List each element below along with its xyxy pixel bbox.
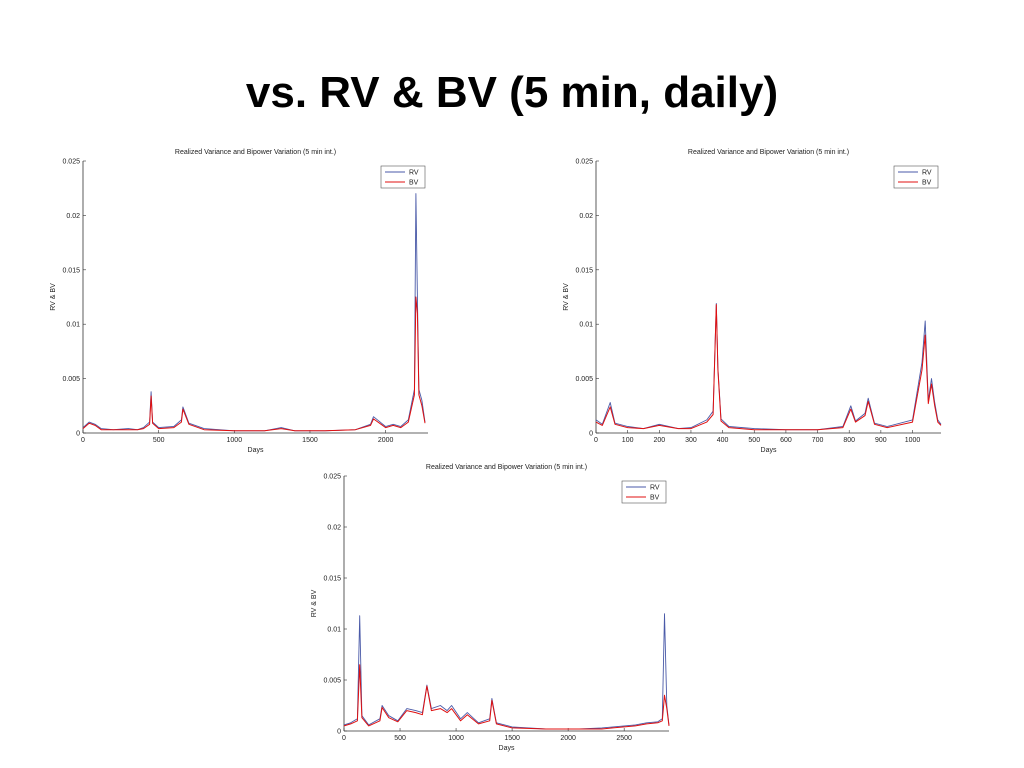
- y-axis-label: RV & BV: [50, 283, 57, 311]
- x-tick-label: 2000: [560, 735, 576, 742]
- legend-label: RV: [650, 485, 660, 492]
- y-tick-label: 0.01: [579, 322, 593, 329]
- x-tick-label: 300: [685, 437, 697, 444]
- x-tick-label: 1000: [448, 735, 464, 742]
- y-tick-label: 0.005: [62, 376, 80, 383]
- plot-area: [344, 476, 669, 731]
- legend-label: BV: [922, 180, 932, 187]
- legend-label: BV: [409, 180, 419, 187]
- y-tick-label: 0.005: [575, 376, 593, 383]
- x-axis-label: Days: [248, 447, 264, 454]
- x-tick-label: 500: [394, 735, 406, 742]
- x-tick-label: 600: [780, 437, 792, 444]
- y-tick-label: 0.015: [62, 267, 80, 274]
- y-tick-label: 0: [76, 431, 80, 438]
- slide-title: vs. RV & BV (5 min, daily): [245, 68, 779, 117]
- x-tick-label: 1000: [227, 437, 243, 444]
- legend-label: BV: [650, 495, 660, 502]
- y-tick-label: 0: [337, 729, 341, 736]
- y-tick-label: 0.015: [323, 576, 341, 583]
- x-tick-label: 1000: [905, 437, 921, 444]
- y-tick-label: 0.015: [575, 267, 593, 274]
- legend-label: RV: [922, 170, 932, 177]
- x-tick-label: 800: [843, 437, 855, 444]
- legend-label: RV: [409, 170, 419, 177]
- y-tick-label: 0.01: [66, 322, 80, 329]
- x-tick-label: 200: [653, 437, 665, 444]
- plot-area: [83, 161, 428, 433]
- y-tick-label: 0.02: [327, 525, 341, 532]
- x-tick-label: 400: [717, 437, 729, 444]
- x-axis-label: Days: [499, 745, 515, 752]
- x-tick-label: 2500: [616, 735, 632, 742]
- x-tick-label: 2000: [378, 437, 394, 444]
- y-tick-label: 0.02: [579, 213, 593, 220]
- x-tick-label: 700: [812, 437, 824, 444]
- series-line-rv: [343, 613, 670, 730]
- y-tick-label: 0.025: [62, 159, 80, 166]
- x-tick-label: 900: [875, 437, 887, 444]
- chart-title: Realized Variance and Bipower Variation …: [688, 149, 849, 156]
- chart-title: Realized Variance and Bipower Variation …: [175, 149, 336, 156]
- chart-title: Realized Variance and Bipower Variation …: [426, 464, 587, 471]
- x-tick-label: 1500: [302, 437, 318, 444]
- y-axis-label: RV & BV: [311, 589, 318, 617]
- x-tick-label: 500: [748, 437, 760, 444]
- x-tick-label: 100: [622, 437, 634, 444]
- x-axis-label: Days: [761, 447, 777, 454]
- x-tick-label: 500: [153, 437, 165, 444]
- y-tick-label: 0.025: [575, 159, 593, 166]
- series-line-bv: [82, 296, 426, 432]
- y-tick-label: 0.02: [66, 213, 80, 220]
- plot-area: [596, 161, 941, 433]
- x-tick-label: 0: [342, 735, 346, 742]
- x-tick-label: 0: [594, 437, 598, 444]
- series-line-bv: [595, 304, 942, 431]
- y-tick-label: 0.025: [323, 474, 341, 481]
- y-tick-label: 0.01: [327, 627, 341, 634]
- y-axis-label: RV & BV: [563, 283, 570, 311]
- y-tick-label: 0.005: [323, 678, 341, 685]
- x-tick-label: 0: [81, 437, 85, 444]
- y-tick-label: 0: [589, 431, 593, 438]
- x-tick-label: 1500: [504, 735, 520, 742]
- series-line-bv: [343, 664, 670, 730]
